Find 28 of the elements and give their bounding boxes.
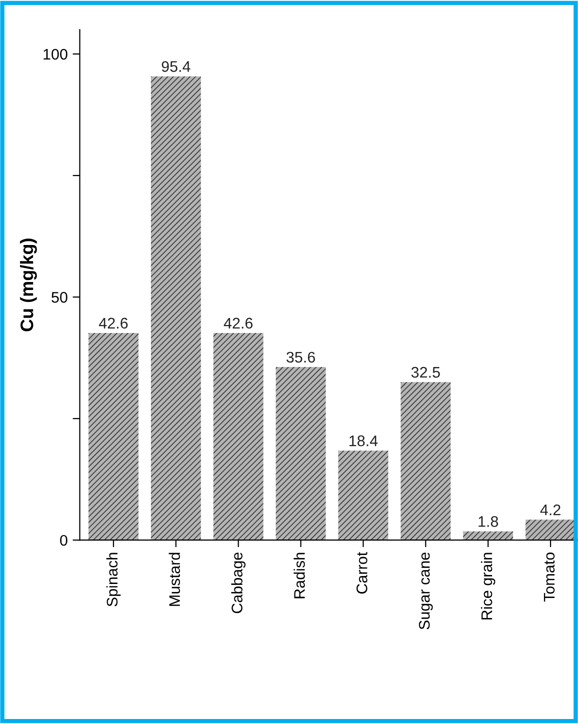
y-tick-label: 50 — [52, 292, 68, 303]
x-tick-label: Sugar cane — [418, 552, 433, 630]
x-tick-label: Tomato — [544, 552, 555, 602]
x-tick-label: Carrot — [356, 552, 368, 594]
data-label: 95.4 — [162, 61, 190, 72]
y-tick-label: 0 — [60, 534, 68, 546]
bar — [150, 76, 201, 540]
x-tick-label: Spinach — [106, 552, 121, 606]
data-label: 42.6 — [98, 318, 128, 329]
x-tick-label: Rice grain — [480, 552, 496, 620]
data-label: 42.6 — [224, 318, 253, 329]
x-tick-label: Radish — [294, 552, 305, 598]
data-label: 32.5 — [411, 366, 440, 378]
bar — [213, 333, 264, 540]
data-label: 1.8 — [478, 516, 498, 527]
y-axis-title: Cu (mg/kg) — [20, 238, 37, 332]
bar — [88, 333, 138, 540]
bar — [400, 382, 451, 540]
x-tick-label: Cabbage — [231, 552, 246, 614]
bar — [276, 367, 326, 540]
data-label: 4.2 — [540, 504, 560, 516]
data-label: 18.4 — [350, 435, 378, 446]
bar — [463, 531, 514, 540]
bar — [526, 520, 576, 540]
bar — [338, 450, 388, 540]
x-tick-label: Mustard — [168, 552, 180, 606]
data-label: 35.6 — [286, 352, 315, 363]
y-tick-label: 100 — [44, 48, 68, 60]
